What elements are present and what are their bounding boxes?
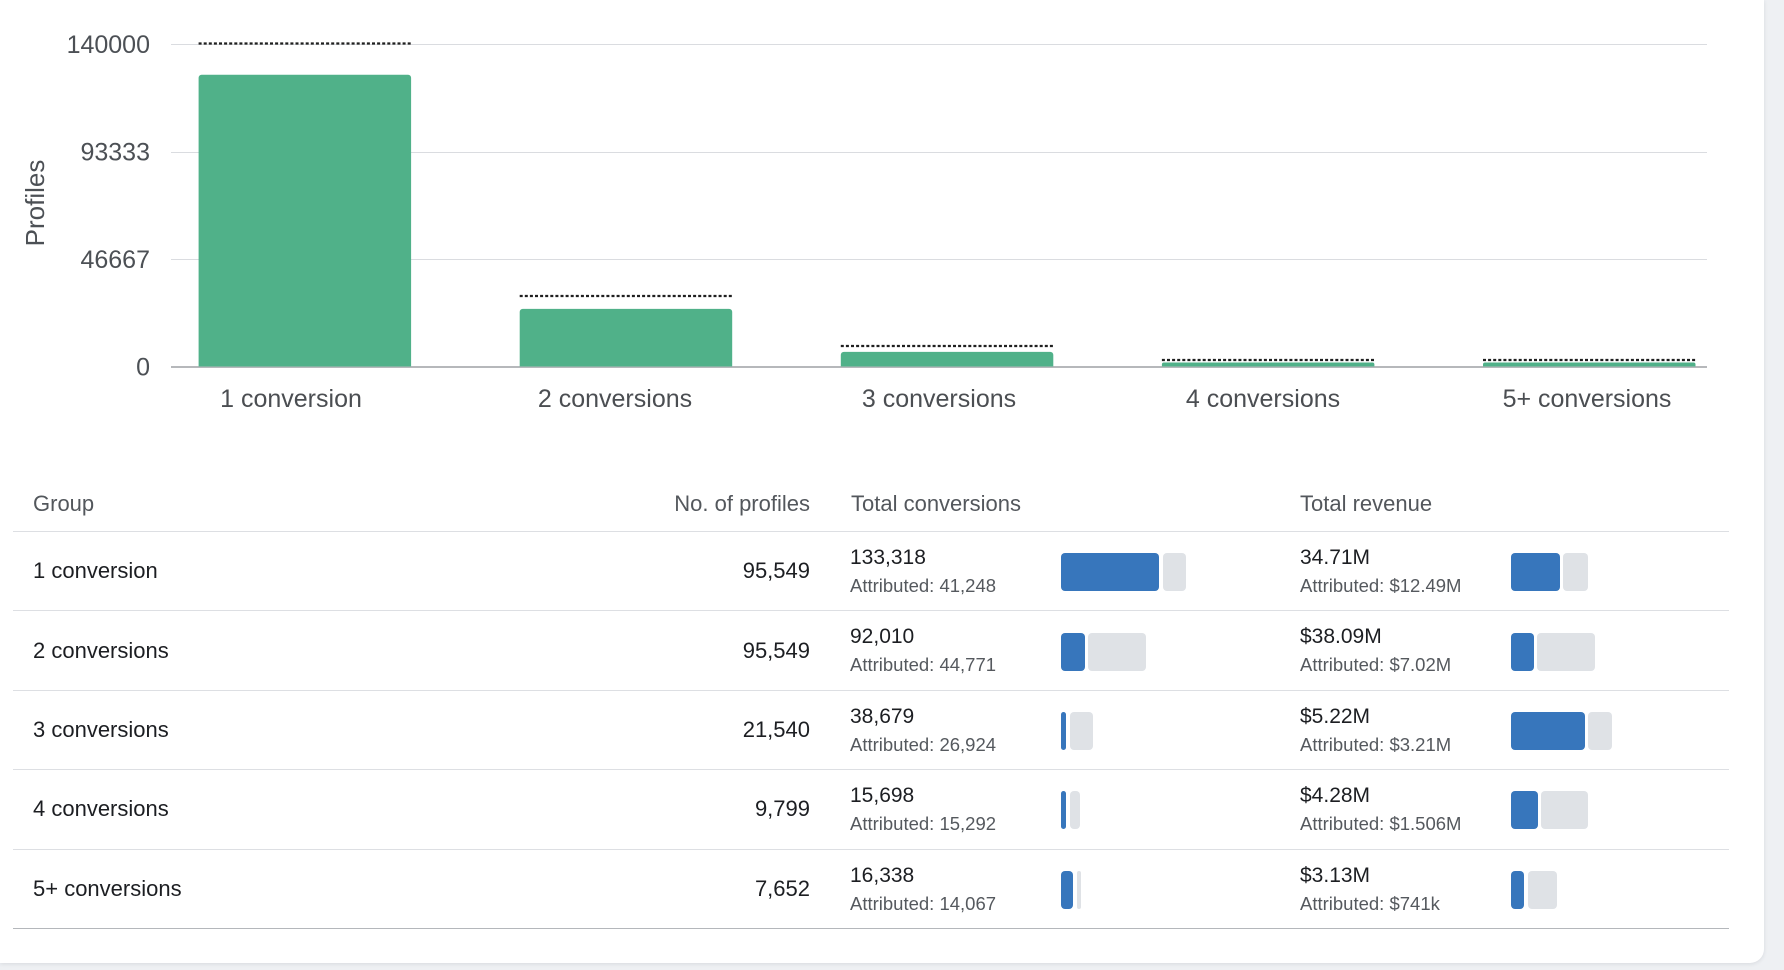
svg-text:1 conversion: 1 conversion: [220, 385, 362, 413]
svg-text:3 conversions: 3 conversions: [862, 385, 1016, 413]
svg-text:2 conversions: 2 conversions: [538, 385, 692, 413]
svg-text:46667: 46667: [80, 246, 150, 274]
svg-text:5+ conversions: 5+ conversions: [1503, 385, 1672, 413]
svg-text:93333: 93333: [80, 139, 150, 167]
svg-text:4 conversions: 4 conversions: [1186, 385, 1340, 413]
svg-text:0: 0: [136, 354, 150, 382]
svg-text:Profiles: Profiles: [20, 160, 50, 247]
svg-text:140000: 140000: [67, 31, 150, 59]
